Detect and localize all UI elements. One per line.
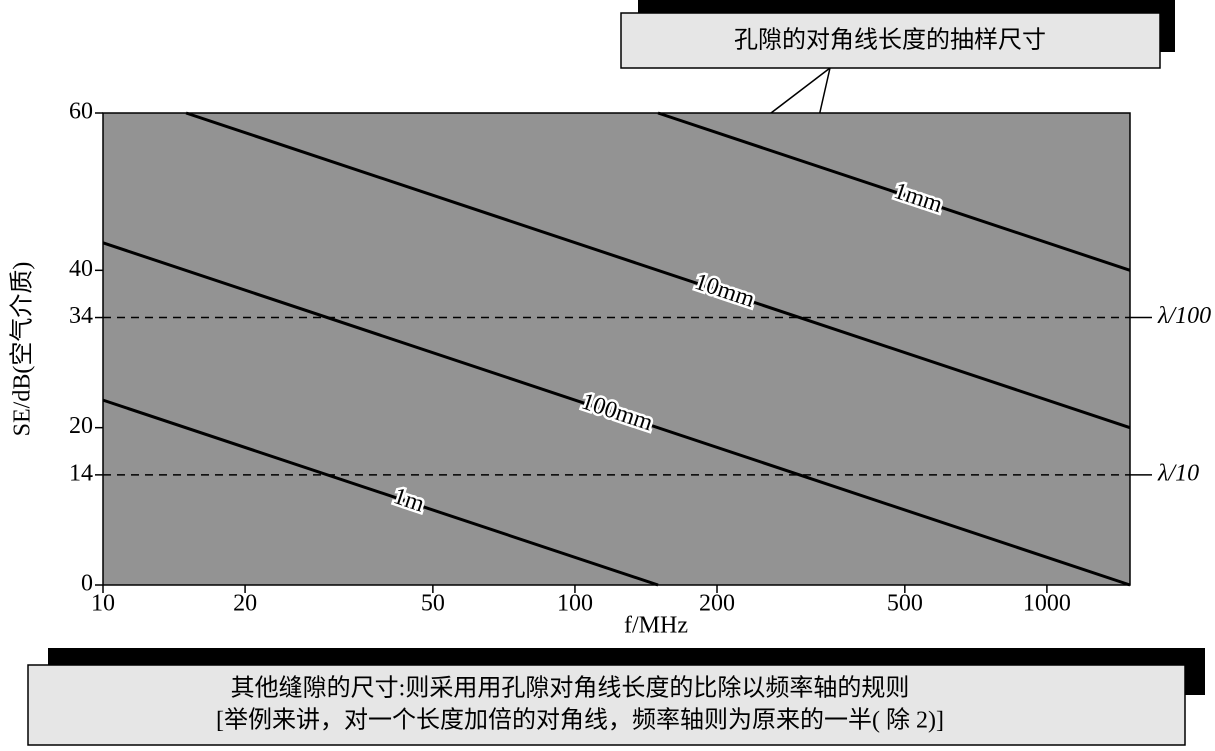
x-tick-label: 500 — [887, 591, 923, 617]
y-axis-label: SE/dB(空气介质) — [9, 262, 36, 437]
plot-area — [102, 112, 1131, 586]
x-tick-label: 50 — [421, 591, 445, 617]
footnote-line: [举例来讲，对一个长度加倍的对角线，频率轴则为原来的一半( 除 2)] — [216, 707, 944, 734]
series-line — [102, 241, 1131, 587]
x-tick-label: 20 — [233, 591, 257, 617]
x-tick-label: 10 — [91, 591, 115, 617]
y-tick-label: 14 — [69, 460, 93, 486]
x-tick-label: 100 — [557, 591, 593, 617]
series-line — [102, 398, 659, 587]
callout-box — [620, 12, 1161, 69]
footnote-box — [27, 664, 1186, 746]
series-line — [657, 111, 1131, 272]
y-tick-label: 0 — [81, 571, 93, 597]
reference-label: λ/10 — [1157, 460, 1199, 486]
x-tick-label: 200 — [699, 591, 735, 617]
x-axis-label: f/MHz — [624, 613, 688, 639]
footnote-line: 其他缝隙的尺寸:则采用用孔隙对角线长度的比除以频率轴的规则 — [231, 675, 910, 702]
series-line — [185, 111, 1131, 430]
y-tick-label: 34 — [69, 303, 93, 329]
y-tick-label: 20 — [69, 413, 93, 439]
reference-label: λ/100 — [1157, 303, 1211, 329]
x-tick-label: 1000 — [1023, 591, 1071, 617]
y-tick-label: 40 — [69, 256, 93, 282]
callout: 孔隙的对角线长度的抽样尺寸 — [734, 27, 1046, 54]
y-tick-label: 60 — [69, 99, 93, 125]
